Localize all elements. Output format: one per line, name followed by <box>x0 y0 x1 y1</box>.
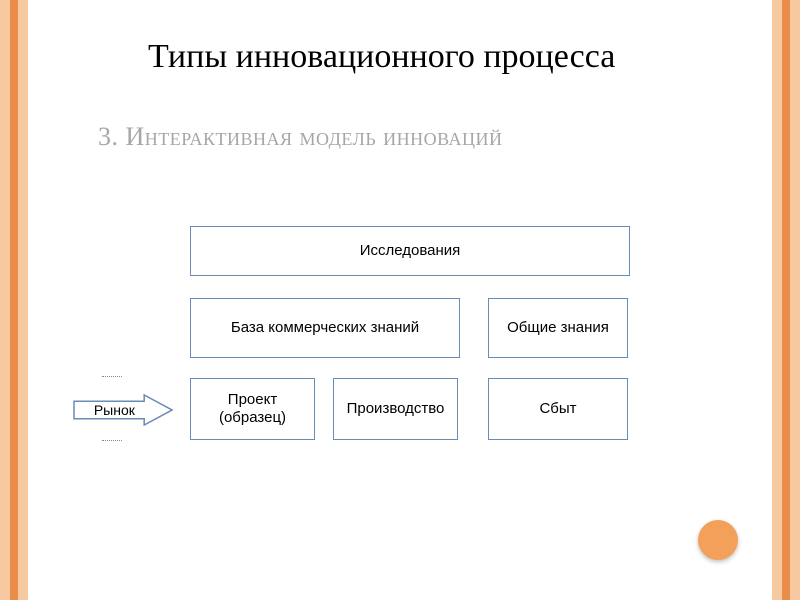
box-production: Производство <box>333 378 458 440</box>
box-label: Проект (образец) <box>199 391 306 427</box>
box-commercial-knowledge: База коммерческих знаний <box>190 298 460 358</box>
stripe <box>782 0 790 600</box>
right-border-stripes <box>772 0 800 600</box>
nav-circle-icon[interactable] <box>698 520 738 560</box>
slide-content: Типы инновационного процесса 3. Интеракт… <box>28 0 772 600</box>
box-project: Проект (образец) <box>190 378 315 440</box>
box-label: Сбыт <box>539 400 576 418</box>
stripe <box>0 0 10 600</box>
stripe <box>18 0 28 600</box>
stripe <box>10 0 18 600</box>
stripe <box>772 0 782 600</box>
box-sales: Сбыт <box>488 378 628 440</box>
arrow-market: Рынок <box>73 394 173 426</box>
arrow-label: Рынок <box>73 394 173 426</box>
flowchart-diagram: Исследования База коммерческих знаний Об… <box>28 0 772 600</box>
dotted-connector <box>102 440 122 441</box>
stripe <box>790 0 800 600</box>
left-border-stripes <box>0 0 28 600</box>
box-research: Исследования <box>190 226 630 276</box>
box-general-knowledge: Общие знания <box>488 298 628 358</box>
box-label: Исследования <box>360 242 461 260</box>
box-label: Производство <box>347 400 445 418</box>
box-label: База коммерческих знаний <box>231 319 419 337</box>
box-label: Общие знания <box>507 319 609 337</box>
dotted-connector <box>102 376 122 377</box>
